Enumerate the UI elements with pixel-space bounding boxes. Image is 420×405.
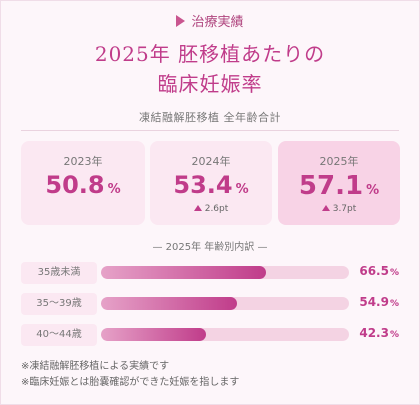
stat-value: 57.1%	[298, 171, 380, 201]
progress-fill	[101, 328, 206, 341]
play-triangle-icon	[176, 15, 186, 27]
age-label: 35歳未満	[21, 262, 97, 284]
age-label: 35〜39歳	[21, 293, 97, 315]
stat-year: 2025年	[319, 155, 359, 168]
progress-track	[101, 328, 349, 341]
stat-card-2024: 2024年 53.4% 2.6pt	[150, 141, 272, 225]
footnotes: ※凍結融解胚移植による実績です ※臨床妊娠とは胎嚢確認ができた妊娠を指します	[21, 359, 239, 391]
age-rate-value: 42.3%	[359, 326, 399, 340]
title-line-1: 2025年 胚移植あたりの	[94, 42, 326, 66]
progress-track	[101, 297, 349, 310]
age-rate-value: 66.5%	[359, 264, 399, 278]
age-row: 40〜44歳 42.3%	[21, 324, 399, 346]
age-row: 35〜39歳 54.9%	[21, 293, 399, 315]
badge-label: 治療実績	[191, 15, 244, 30]
stat-card-2023: 2023年 50.8%	[21, 141, 145, 225]
stat-diff: 2.6pt	[150, 204, 272, 214]
subtitle: 凍結融解胚移植 全年齢合計	[139, 111, 281, 124]
stat-value: 53.4%	[173, 171, 249, 199]
stat-year: 2024年	[191, 155, 231, 168]
stat-card-2025: 2025年 57.1% 3.7pt	[278, 141, 400, 225]
footnote: ※臨床妊娠とは胎嚢確認ができた妊娠を指します	[21, 377, 240, 388]
age-row: 35歳未満 66.5%	[21, 262, 399, 284]
triangle-up-icon	[193, 205, 202, 211]
page-title: 2025年 胚移植あたりの 臨床妊娠率	[1, 39, 419, 99]
results-badge: 治療実績	[1, 11, 419, 30]
age-rate-value: 54.9%	[359, 295, 399, 309]
progress-fill	[101, 297, 238, 310]
progress-fill	[101, 266, 266, 279]
stat-value: 50.8%	[45, 171, 121, 199]
triangle-up-icon	[321, 205, 330, 211]
title-line-2: 臨床妊娠率	[157, 72, 263, 96]
age-label: 40〜44歳	[21, 324, 97, 346]
stat-diff: 3.7pt	[278, 204, 400, 214]
footnote: ※凍結融解胚移植による実績です	[21, 361, 170, 372]
section-title: — 2025年 年齢別内訳 —	[152, 242, 268, 253]
progress-track	[101, 266, 349, 279]
divider	[21, 130, 399, 131]
stat-year: 2023年	[63, 155, 103, 168]
